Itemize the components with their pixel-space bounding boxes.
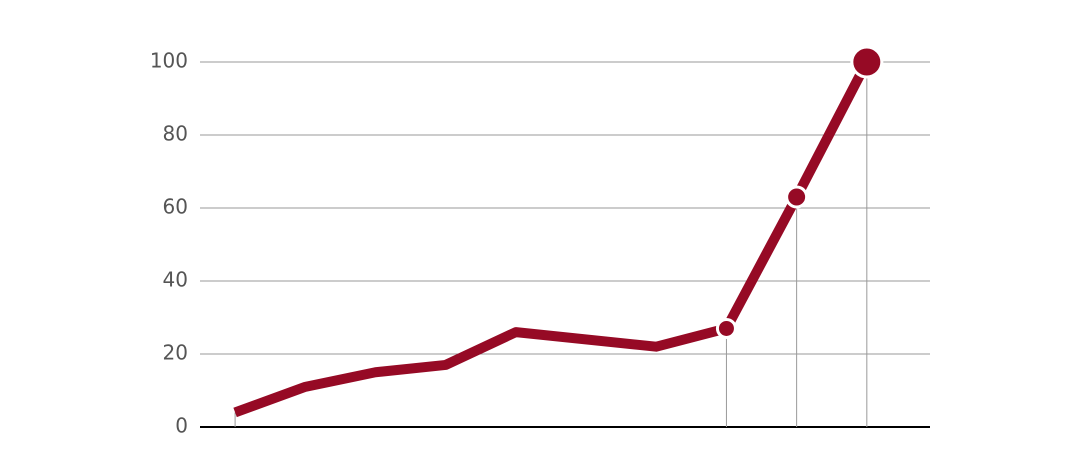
y-tick-label: 40 bbox=[163, 268, 188, 292]
point-marker bbox=[785, 185, 809, 209]
point-marker bbox=[715, 317, 737, 339]
y-tick-label: 20 bbox=[163, 341, 188, 365]
y-tick-label: 60 bbox=[163, 195, 188, 219]
y-tick-label: 0 bbox=[175, 414, 188, 438]
point-marker bbox=[850, 45, 884, 79]
line bbox=[233, 59, 872, 418]
y-tick-label: 80 bbox=[163, 122, 188, 146]
y-tick-label: 100 bbox=[150, 49, 188, 73]
